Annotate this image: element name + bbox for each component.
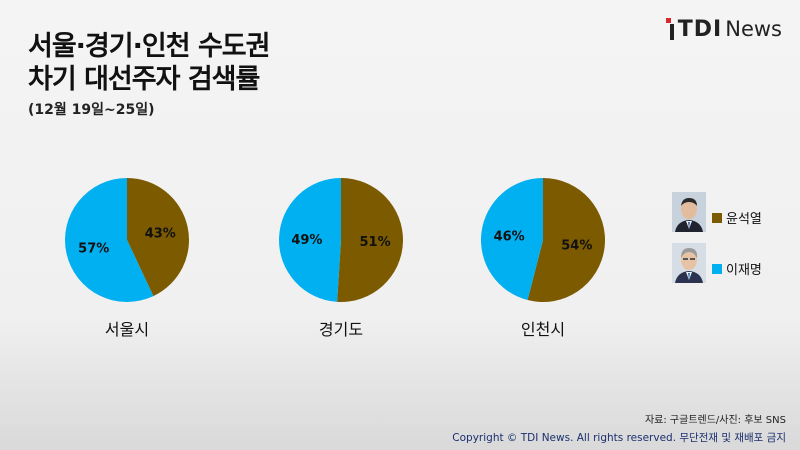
pie-data-label-gyeonggi-yoon: 51% (360, 235, 391, 250)
candidate-photo-lee (672, 243, 706, 283)
pie-chart-incheon: 54% 46% (473, 170, 613, 310)
pie-data-label-incheon-yoon: 54% (561, 238, 592, 253)
pie-chart-gyeonggi: 51% 49% (271, 170, 411, 310)
pie-svg-gyeonggi: 51% 49% (279, 178, 404, 302)
tdi-news-logo: TDI News (665, 14, 782, 44)
pie-category-seoul: 서울시 (104, 320, 150, 339)
pie-slice-seoul-yoon (127, 178, 189, 297)
pie-slice-gyeonggi-yoon (337, 178, 404, 302)
pie-data-label-seoul-lee: 57% (78, 241, 109, 256)
candidate-photo-yoon (672, 192, 706, 232)
pie-svg-incheon: 54% 46% (481, 178, 606, 302)
legend-label-yoon: 윤석열 (726, 212, 762, 227)
title-line-1: 서울·경기·인천 수도권 (28, 31, 270, 62)
logo-mark-icon (665, 18, 677, 40)
copyright-notice: Copyright © TDI News. All rights reserve… (452, 432, 786, 444)
legend-swatch-lee (712, 264, 722, 274)
pie-data-label-incheon-lee: 46% (494, 230, 525, 245)
logo-tdi-text: TDI (677, 16, 723, 42)
pie-data-label-seoul-yoon: 43% (145, 227, 176, 242)
source-note: 자료: 구글트렌드/사진: 후보 SNS (644, 415, 786, 426)
pie-category-gyeonggi: 경기도 (318, 320, 364, 339)
pie-category-incheon: 인천시 (520, 320, 566, 339)
legend-label-lee: 이재명 (726, 263, 762, 278)
pie-slice-gyeonggi-lee (279, 178, 341, 302)
pie-slice-seoul-lee (64, 178, 154, 302)
legend-swatch-yoon (712, 213, 722, 223)
pie-data-label-gyeonggi-lee: 49% (291, 233, 322, 248)
title-line-2: 차기 대선주자 검색률 (28, 64, 260, 95)
page-title: 서울·경기·인천 수도권 차기 대선주자 검색률 (28, 30, 270, 96)
date-range-subtitle: (12월 19일~25일) (28, 102, 155, 118)
pie-svg-seoul: 43% 57% (64, 178, 189, 302)
pie-slice-incheon-lee (481, 178, 543, 301)
pie-slice-incheon-yoon (527, 178, 606, 302)
logo-news-text: News (725, 17, 782, 41)
pie-chart-seoul: 43% 57% (57, 170, 197, 310)
